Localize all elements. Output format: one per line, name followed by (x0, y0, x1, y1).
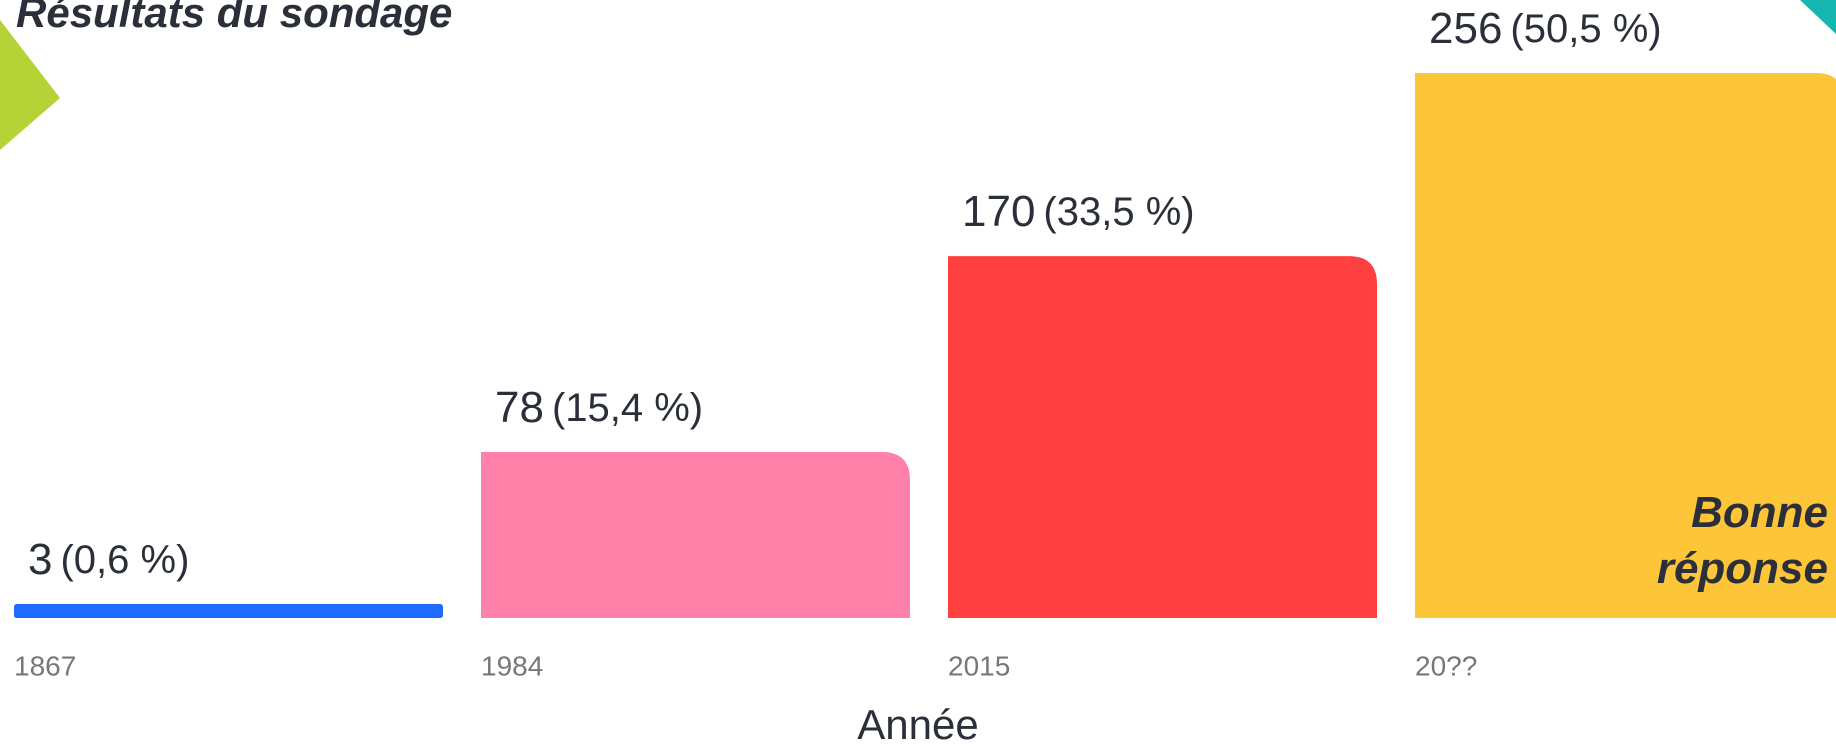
annotation-box: Bonne réponse (1656, 488, 1828, 593)
percent-label: (50,5 %) (1510, 7, 1661, 51)
percent-label: (33,5 %) (1043, 190, 1194, 234)
value-label: 256 (1429, 4, 1502, 53)
decoration (0, 20, 60, 150)
percent-label: (0,6 %) (60, 538, 189, 582)
data-label: 3 (0,6 %) (28, 535, 189, 584)
bar (14, 604, 443, 618)
decoration (1800, 0, 1836, 34)
value-label: 170 (962, 187, 1035, 236)
x-tick-label: 1867 (14, 650, 76, 681)
bar (1415, 73, 1836, 618)
annotation: Bonne réponse (1656, 488, 1828, 593)
x-tick-label: 1984 (481, 650, 543, 681)
x-tick-label: 20?? (1415, 650, 1477, 681)
x-tick-label: 2015 (948, 650, 1010, 681)
data-label: 256 (50,5 %) (1429, 4, 1662, 53)
value-label: 3 (28, 535, 52, 584)
bar (948, 256, 1377, 618)
data-label: 78 (15,4 %) (495, 383, 703, 432)
percent-label: (15,4 %) (552, 386, 703, 430)
value-label: 78 (495, 383, 544, 432)
x-axis-label: Année (857, 701, 978, 748)
data-label: 170 (33,5 %) (962, 187, 1195, 236)
bar (481, 451, 910, 618)
chart-title: Résultats du sondage (16, 0, 452, 36)
